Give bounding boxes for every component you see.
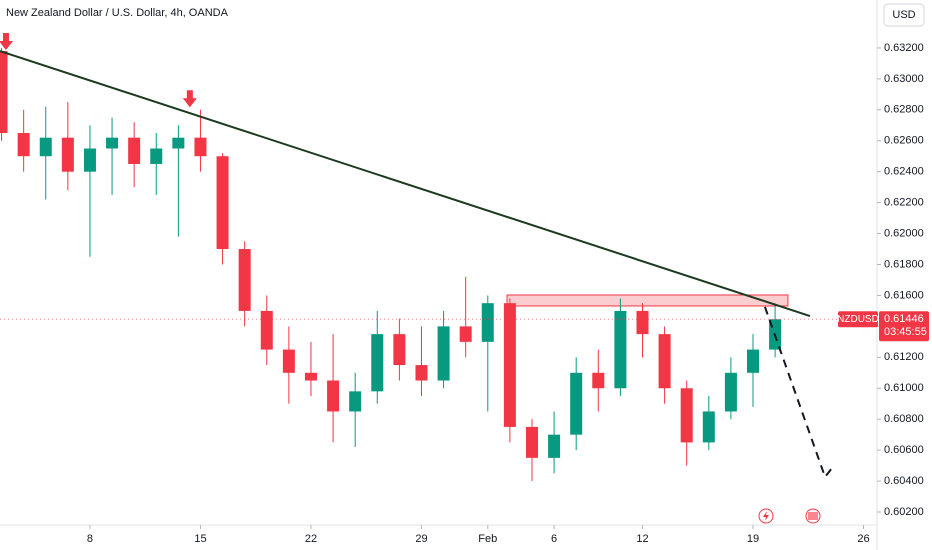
candle-body — [327, 380, 340, 412]
trendline — [0, 50, 811, 317]
y-tick-label: 0.61200 — [884, 351, 924, 363]
candle-body — [371, 334, 384, 392]
candle-body — [459, 326, 472, 342]
price-label-box — [879, 311, 929, 342]
candle-body — [194, 137, 207, 157]
candle-body — [393, 334, 406, 366]
x-tick-label: 19 — [747, 533, 759, 545]
arrow-marker — [182, 90, 197, 108]
y-tick-label: 0.61800 — [884, 258, 924, 270]
candle-body — [282, 349, 295, 373]
candle-body — [83, 148, 96, 172]
candle-body — [680, 388, 693, 443]
candle-body — [304, 372, 317, 381]
y-tick-label: 0.63000 — [884, 73, 924, 85]
x-tick-label: 6 — [551, 533, 557, 545]
arrow-marker — [0, 33, 13, 51]
candle-body — [260, 310, 273, 350]
candle-body — [349, 391, 362, 412]
projection-path — [763, 306, 833, 479]
y-tick-label: 0.62400 — [884, 166, 924, 178]
resistance-zone — [506, 294, 789, 307]
currency-button[interactable] — [883, 3, 925, 27]
y-tick-label: 0.61000 — [884, 382, 924, 394]
candle-body — [106, 137, 119, 149]
y-tick-label: 0.62200 — [884, 197, 924, 209]
candle-body — [238, 249, 251, 311]
currency-button-label[interactable]: USD — [892, 9, 915, 21]
y-tick-label: 0.62000 — [884, 227, 924, 239]
candle-body — [172, 137, 185, 149]
symbol-label: NZDUSD — [837, 314, 879, 325]
candle-body — [724, 372, 737, 412]
y-tick-label: 0.63200 — [884, 42, 924, 54]
candle-body — [481, 303, 494, 342]
y-tick-label: 0.61600 — [884, 289, 924, 301]
candle-body — [548, 434, 561, 458]
candle-body — [415, 365, 428, 381]
countdown-label: 03:45:55 — [884, 326, 927, 338]
candle-body — [150, 148, 163, 164]
candle-body — [525, 426, 538, 458]
x-tick-label: 22 — [305, 533, 317, 545]
candle-body — [746, 349, 759, 373]
y-tick-label: 0.60200 — [884, 506, 924, 518]
candle-body — [702, 411, 715, 443]
y-tick-label: 0.60400 — [884, 475, 924, 487]
x-tick-label: 8 — [87, 533, 93, 545]
x-tick-label: 26 — [857, 533, 869, 545]
candle-body — [570, 372, 583, 435]
price-label: 0.61446 — [884, 313, 924, 325]
x-tick-label: 15 — [194, 533, 206, 545]
candle-body — [17, 133, 30, 157]
symbol-label-box — [838, 311, 878, 328]
candle-body — [636, 310, 649, 335]
candle-body — [592, 372, 605, 389]
event-icon-glyph — [763, 511, 769, 521]
y-tick-label: 0.60800 — [884, 413, 924, 425]
candle-body — [39, 137, 52, 157]
candle-body — [503, 303, 516, 427]
event-icon-glyph — [808, 512, 818, 520]
candle-body — [437, 326, 450, 381]
event-icons — [758, 508, 821, 524]
y-tick-label: 0.62600 — [884, 135, 924, 147]
candle-body — [658, 334, 671, 389]
candle-body — [128, 137, 141, 164]
candle-body — [216, 156, 229, 250]
x-tick-label: 12 — [636, 533, 648, 545]
x-tick-label: 29 — [415, 533, 427, 545]
candle-body — [61, 137, 74, 172]
y-tick-label: 0.62800 — [884, 104, 924, 116]
x-tick-label: Feb — [478, 533, 497, 545]
y-tick-label: 0.60600 — [884, 444, 924, 456]
candle-body — [0, 51, 8, 134]
chart-title: New Zealand Dollar / U.S. Dollar, 4h, OA… — [6, 7, 229, 19]
candle-body — [614, 310, 627, 389]
